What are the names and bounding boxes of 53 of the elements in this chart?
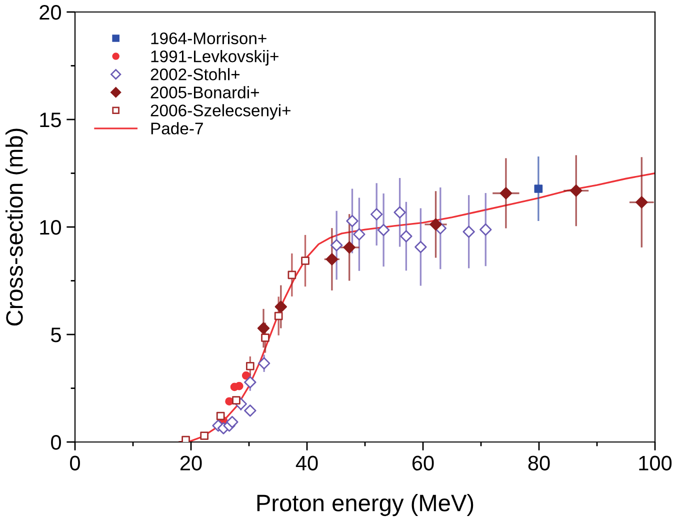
- x-tick-label: 100: [639, 456, 672, 470]
- point: [326, 253, 338, 266]
- x-tick-label: 40: [296, 456, 318, 470]
- point: [258, 357, 270, 370]
- legend-label: 1991-Levkovskij+: [151, 50, 278, 66]
- y-tick-label: 5: [51, 328, 61, 342]
- point: [570, 184, 582, 197]
- x-tick-label: 60: [412, 456, 434, 470]
- point: [346, 214, 358, 228]
- point: [288, 270, 296, 280]
- point: [480, 223, 492, 236]
- point: [232, 396, 240, 404]
- point: [414, 240, 427, 254]
- x-axis-title: Proton energy (MeV): [257, 494, 474, 516]
- x-tick-label: 0: [70, 456, 80, 470]
- y-tick-label: 15: [40, 112, 61, 128]
- point: [462, 226, 475, 238]
- legend-label: 2002-Stohl+: [150, 68, 240, 80]
- legend-label: 1964-Morrison+: [151, 32, 266, 44]
- legend-label: 2006-Szelecsenyi+: [150, 104, 290, 120]
- point: [430, 218, 442, 231]
- y-axis-title: Cross-section (mb): [6, 128, 28, 326]
- point: [394, 206, 406, 218]
- point: [330, 239, 343, 252]
- point: [274, 312, 283, 320]
- point: [244, 376, 256, 388]
- point: [246, 362, 254, 370]
- point: [261, 334, 270, 342]
- point: [242, 371, 250, 380]
- point: [301, 256, 310, 265]
- point: [200, 432, 209, 440]
- point: [257, 322, 270, 334]
- point: [244, 404, 256, 417]
- point: [534, 184, 543, 193]
- point: [370, 208, 383, 220]
- point: [500, 187, 512, 200]
- point: [400, 230, 412, 242]
- point: [274, 300, 287, 313]
- point: [226, 416, 238, 428]
- x-tick-label: 20: [180, 456, 202, 470]
- point: [377, 224, 390, 236]
- x-tick-label: 80: [528, 456, 550, 470]
- legend-label: 2005-Bonardi+: [150, 86, 259, 98]
- line-series: [178, 172, 655, 442]
- y-tick-label: 20: [40, 5, 61, 20]
- point: [636, 196, 648, 208]
- y-tick-label: 0: [51, 435, 61, 450]
- legend-label: Pade-7: [151, 122, 203, 134]
- point: [343, 241, 356, 254]
- y-tick-label: 10: [40, 220, 61, 235]
- point: [216, 412, 225, 420]
- point: [353, 228, 366, 240]
- point: [182, 436, 190, 442]
